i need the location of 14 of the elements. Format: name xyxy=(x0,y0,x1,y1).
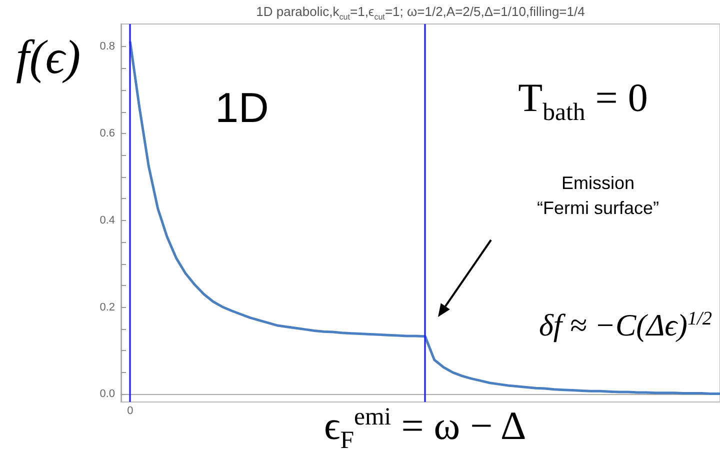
y-tick-label: 0.8 xyxy=(100,40,115,53)
y-tick-label: 0.2 xyxy=(100,301,115,314)
x-tick-label: ϵ$_{F}$$^{emi}$ = ω − Δ xyxy=(324,403,526,454)
annotation: Emission “Fermi surface” xyxy=(536,172,660,220)
line-series xyxy=(128,41,720,395)
annotation: T$_{bath}$ = 0 xyxy=(518,74,648,126)
chart-title: 1D parabolic,k$_{cut}$=1,ϵ$_{cut}$=1; ω=1/2,A=2/5,Δ=1/10,filling=1/4 xyxy=(255,4,586,22)
y-tick-label: 0.6 xyxy=(100,127,115,140)
y-tick-label: 0.4 xyxy=(100,214,115,226)
annotation: δf ≈ −C(Δϵ)$^{1/2}$ xyxy=(538,306,712,345)
x-tick-label: 0 xyxy=(127,405,134,417)
annotation: 1D xyxy=(215,82,269,133)
y-tick-label: 0.0 xyxy=(100,388,115,400)
y-axis-title: f(ϵ) xyxy=(16,30,81,86)
